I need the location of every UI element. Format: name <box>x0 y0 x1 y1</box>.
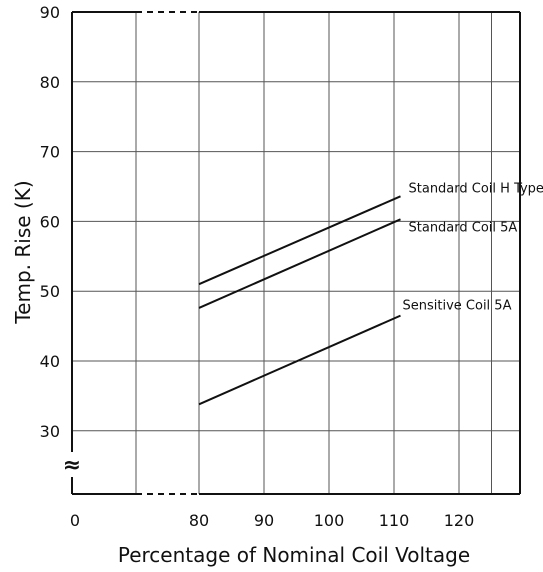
series-lines <box>198 195 401 406</box>
y-tick-label: 80 <box>40 73 60 92</box>
series-label: Standard Coil 5A <box>409 220 518 235</box>
y-axis-ticks: 30 40 50 60 70 80 90 <box>40 3 60 441</box>
y-tick-label: 40 <box>40 352 60 371</box>
x-tick-label: 110 <box>379 511 410 530</box>
x-tick-label: 0 <box>70 511 80 530</box>
series-label: Standard Coil H Type <box>409 181 543 196</box>
y-axis-title: Temp. Rise (K) <box>11 180 35 324</box>
x-tick-label: 80 <box>189 511 209 530</box>
plot-frame: ≈ <box>63 11 521 495</box>
grid <box>72 12 520 494</box>
x-tick-label: 120 <box>444 511 475 530</box>
y-tick-label: 60 <box>40 212 60 231</box>
x-tick-label: 90 <box>254 511 274 530</box>
series-line <box>198 314 401 406</box>
x-axis-ticks: 0 80 90 100 110 120 <box>70 511 474 530</box>
series-line <box>198 195 401 286</box>
y-tick-label: 50 <box>40 282 60 301</box>
y-tick-label: 30 <box>40 422 60 441</box>
series-labels: Standard Coil H Type Standard Coil 5A Sens… <box>403 181 543 313</box>
x-axis-title: Percentage of Nominal Coil Voltage <box>118 543 470 567</box>
y-tick-label: 90 <box>40 3 60 22</box>
series-label: Sensitive Coil 5A <box>403 299 512 314</box>
x-tick-label: 100 <box>314 511 345 530</box>
series-line <box>198 218 401 309</box>
y-axis-break-symbol: ≈ <box>63 453 81 478</box>
y-tick-label: 70 <box>40 143 60 162</box>
